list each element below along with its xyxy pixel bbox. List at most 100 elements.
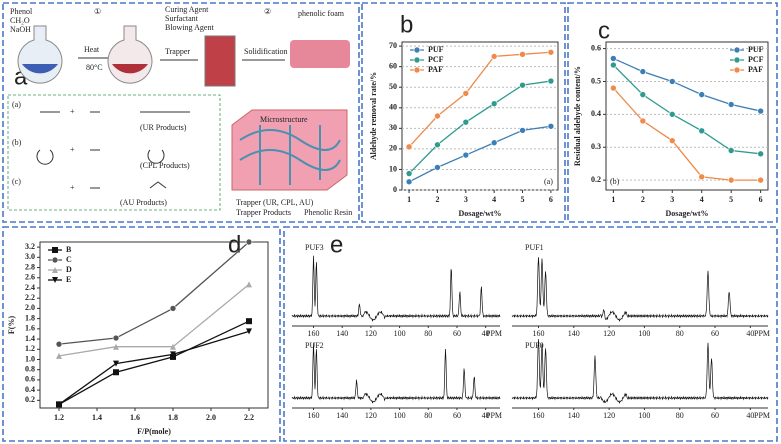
panel-b-frame xyxy=(361,2,566,223)
marker xyxy=(698,91,706,98)
flask xyxy=(107,25,153,84)
marker xyxy=(170,343,176,350)
y-tick-label: 2.0 xyxy=(25,303,35,312)
y-tick-label: 3.0 xyxy=(25,252,35,261)
x-tick-label: 2 xyxy=(435,195,439,204)
legend-label: PCF xyxy=(748,55,764,64)
ppm-unit: PPM xyxy=(754,411,770,420)
legend-label: PAF xyxy=(748,65,763,74)
x-axis-label: Dosage/wt% xyxy=(458,209,501,218)
ppm-tick-label: 140 xyxy=(336,411,348,420)
marker xyxy=(698,127,706,135)
y-tick-label: 70 xyxy=(389,41,397,50)
legend-label: PUF xyxy=(748,45,764,54)
trapper: Trapper xyxy=(165,47,190,56)
marker xyxy=(52,267,58,273)
series-line xyxy=(408,51,551,148)
marker xyxy=(405,143,413,151)
marker xyxy=(246,318,252,325)
plus: + xyxy=(70,145,75,154)
legend-text: Trapper Products xyxy=(236,208,291,217)
panel-a-frame xyxy=(2,2,360,223)
marker xyxy=(56,401,62,408)
panel-label: b xyxy=(400,11,413,38)
x-tick-label: 2.2 xyxy=(244,413,254,422)
ppm-unit: PPM xyxy=(486,411,502,420)
heat: Heat xyxy=(84,45,100,54)
y-tick-label: 0.6 xyxy=(25,375,35,384)
resin xyxy=(239,125,341,185)
foam-label: phenolic foam xyxy=(298,9,345,18)
spectrum xyxy=(511,257,769,322)
marker xyxy=(668,137,676,144)
structure xyxy=(36,111,190,189)
reagent: CH₂O xyxy=(10,16,30,25)
ppm-tick-label: 60 xyxy=(711,329,719,338)
panel-label: c xyxy=(598,17,610,44)
y-tick-label: 2.2 xyxy=(25,293,35,302)
marker xyxy=(639,117,647,125)
marker xyxy=(698,173,706,181)
marker xyxy=(610,84,617,92)
ppm-tick-label: 100 xyxy=(394,329,406,338)
marker xyxy=(51,256,59,264)
y-tick-label: 0.8 xyxy=(25,365,35,374)
ppm-tick-label: 100 xyxy=(638,329,650,338)
additive: Curing Agent xyxy=(165,5,209,14)
y-tick-label: 0.5 xyxy=(591,76,601,85)
marker xyxy=(434,112,441,120)
x-tick-label: 3 xyxy=(464,195,468,204)
x-tick-label: 5 xyxy=(521,195,525,204)
y-tick-label: 60 xyxy=(389,61,397,70)
y-tick-label: 20 xyxy=(389,144,397,153)
ppm-tick-label: 160 xyxy=(532,411,544,420)
ppm-tick-label: 80 xyxy=(676,329,684,338)
ppm-tick-label: 100 xyxy=(394,411,406,420)
marker xyxy=(490,139,498,147)
annotation: (b) xyxy=(610,177,620,186)
legend-label: D xyxy=(66,265,72,274)
marker xyxy=(55,340,63,348)
x-tick-label: 1.8 xyxy=(168,413,178,422)
spectrum-label: PUF1 xyxy=(525,243,544,252)
marker xyxy=(668,111,676,118)
x-tick-label: 4 xyxy=(700,195,704,204)
marker xyxy=(733,66,741,74)
marker xyxy=(519,81,526,89)
additive: Blowing Agent xyxy=(165,23,214,32)
y-tick-label: 3.2 xyxy=(25,242,35,251)
marker xyxy=(547,122,555,130)
series-line xyxy=(613,57,761,112)
marker xyxy=(639,68,647,75)
reagent: NaOH xyxy=(10,25,31,34)
ppm-tick-label: 60 xyxy=(453,329,461,338)
x-tick-label: 6 xyxy=(759,195,763,204)
panel-label: e xyxy=(330,231,343,258)
reaction-label: (a) xyxy=(12,100,21,109)
ppm-tick-label: 100 xyxy=(638,411,650,420)
x-tick-label: 5 xyxy=(729,195,733,204)
y-tick-label: 0.4 xyxy=(25,385,35,394)
panel-d-frame xyxy=(2,226,281,442)
ppm-tick-label: 140 xyxy=(336,329,348,338)
marker xyxy=(413,46,421,54)
series-line xyxy=(408,80,552,175)
spectrum xyxy=(291,342,501,404)
ppm-tick-label: 120 xyxy=(365,411,377,420)
ppm-tick-label: 80 xyxy=(676,411,684,420)
flask xyxy=(17,25,63,84)
marker xyxy=(462,118,470,126)
marker xyxy=(405,178,413,186)
x-axis-label: Dosage/wt% xyxy=(665,209,708,218)
reaction-product: (UR Products) xyxy=(140,123,187,132)
marker xyxy=(113,369,119,376)
marker xyxy=(413,56,421,64)
y-tick-label: 1.2 xyxy=(25,344,35,353)
y-tick-label: 40 xyxy=(389,103,397,112)
spectrum xyxy=(291,255,501,322)
reaction-label: (c) xyxy=(12,177,21,186)
marker xyxy=(405,170,413,177)
marker xyxy=(52,247,58,253)
ppm-tick-label: 80 xyxy=(424,411,432,420)
